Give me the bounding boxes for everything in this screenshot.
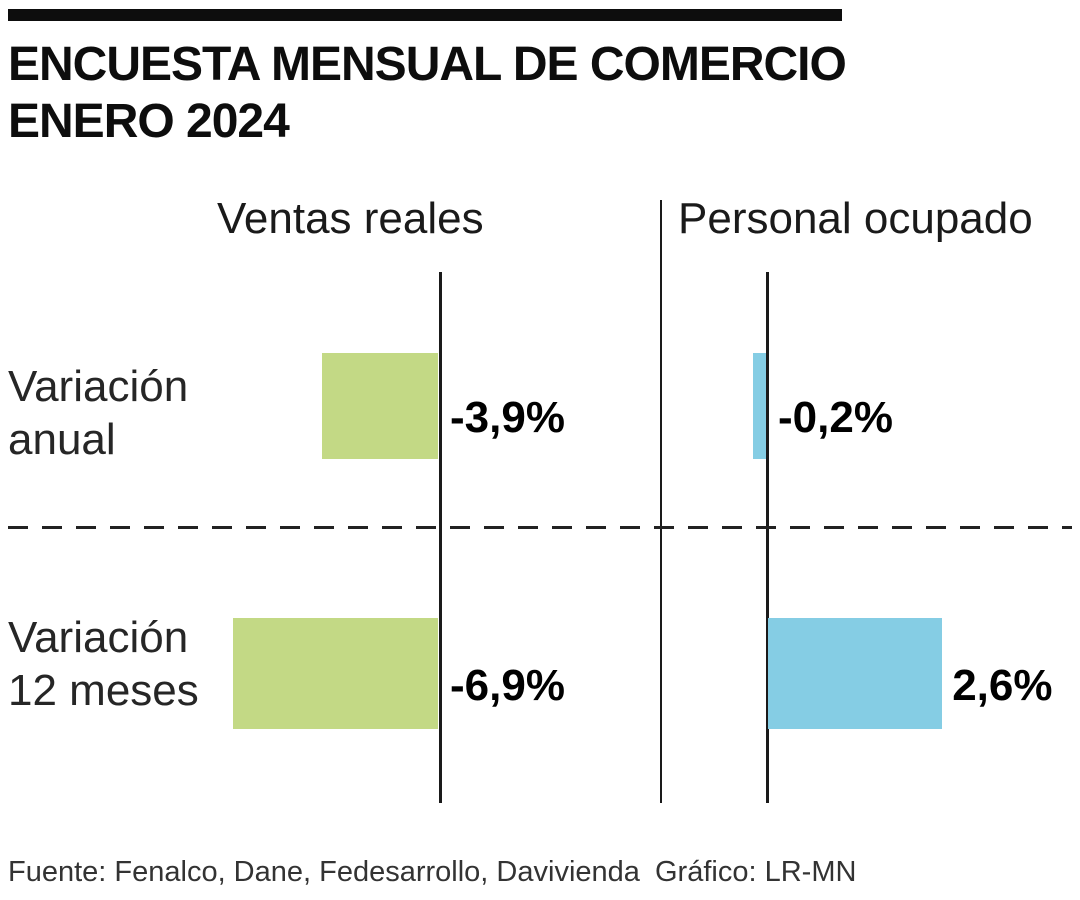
row-label-line-1: Variación	[8, 613, 189, 662]
top-rule	[8, 9, 842, 21]
bar-ventas-variacion-anual	[322, 353, 438, 459]
row-label-line-2: 12 meses	[8, 666, 199, 715]
footer-credit: Gráfico: LR-MN	[655, 856, 857, 888]
value-label-ventas-12-meses: -6,9%	[450, 660, 565, 710]
row-label-variacion-12-meses: Variación 12 meses	[8, 611, 199, 717]
row-label-variacion-anual: Variación anual	[8, 360, 188, 466]
ventas-zero-axis-line	[439, 272, 442, 803]
panel-header-ventas-reales: Ventas reales	[217, 194, 484, 243]
bar-personal-variacion-12-meses	[768, 618, 943, 729]
row-label-line-1: Variación	[8, 362, 189, 411]
footer-source: Fuente: Fenalco, Dane, Fedesarrollo, Dav…	[8, 856, 640, 888]
page-title-line-2: ENERO 2024	[8, 95, 290, 148]
bar-ventas-variacion-12-meses	[233, 618, 438, 729]
personal-zero-axis-line	[766, 272, 769, 803]
bar-personal-variacion-anual	[752, 353, 766, 459]
page-title-line-1: ENCUESTA MENSUAL DE COMERCIO	[8, 38, 847, 91]
row-separator-dashed-line	[8, 526, 1072, 529]
value-label-ventas-anual: -3,9%	[450, 393, 565, 442]
value-label-personal-12-meses: 2,6%	[952, 660, 1053, 710]
row-label-line-2: anual	[8, 415, 116, 464]
panel-divider-line	[660, 200, 662, 803]
page-title: ENCUESTA MENSUAL DE COMERCIO ENERO 2024	[8, 36, 847, 150]
panel-header-personal-ocupado: Personal ocupado	[678, 194, 1033, 243]
value-label-personal-anual: -0,2%	[778, 393, 893, 442]
